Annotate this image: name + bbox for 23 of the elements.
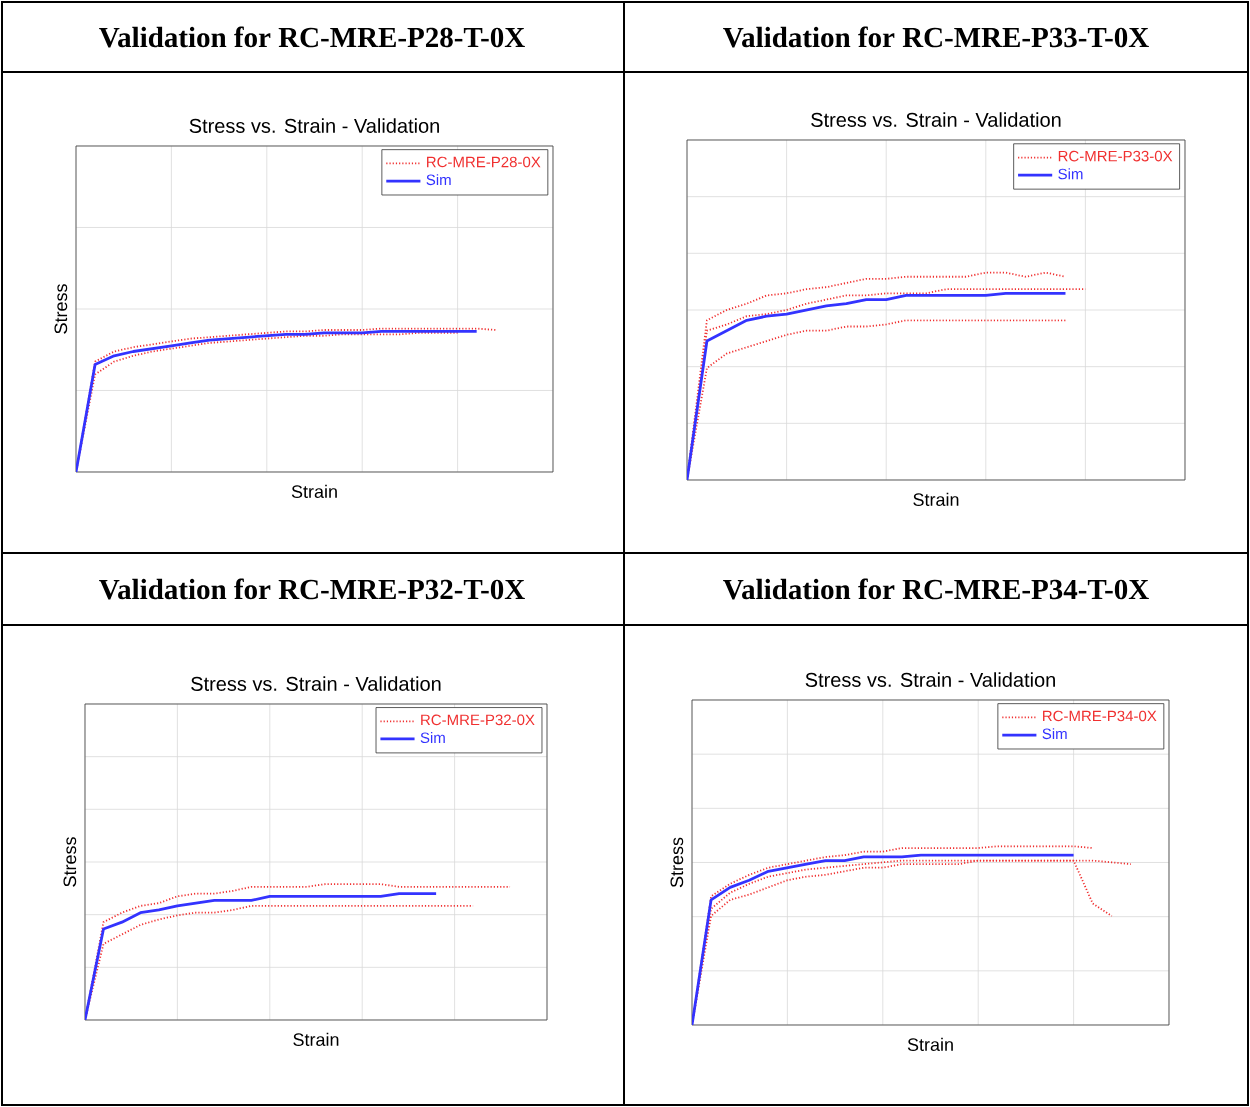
- legend-label: RC-MRE-P32-0X: [421, 714, 535, 726]
- x-axis-title: Strain: [293, 1032, 339, 1047]
- chart-subtitle: Stress vs. Strain - Validation: [805, 672, 1055, 687]
- x-axis-title: Strain: [907, 1037, 953, 1052]
- y-axis-title: Stress: [54, 284, 68, 334]
- legend-label: Sim: [420, 732, 445, 744]
- x-axis-title: Strain: [291, 484, 337, 499]
- legend-label: Sim: [426, 174, 451, 186]
- chart-title: Validation for RC-MRE-P28-T-0X: [99, 26, 525, 48]
- chart-subtitle: Stress vs. Strain - Validation: [811, 112, 1061, 127]
- chart-subtitle: Stress vs. Strain - Validation: [191, 676, 441, 691]
- chart-title: Validation for RC-MRE-P32-T-0X: [99, 578, 525, 600]
- legend-label: Sim: [1058, 168, 1083, 180]
- x-axis-title: Strain: [913, 492, 959, 507]
- legend-label: RC-MRE-P34-0X: [1043, 710, 1157, 722]
- legend-label: RC-MRE-P33-0X: [1058, 150, 1173, 162]
- legend-label: Sim: [1042, 728, 1067, 740]
- legend-label: RC-MRE-P28-0X: [427, 156, 541, 168]
- chart-subtitle: Stress vs. Strain - Validation: [189, 118, 439, 133]
- chart-title: Validation for RC-MRE-P34-T-0X: [723, 578, 1149, 600]
- y-axis-title: Stress: [63, 837, 77, 887]
- y-axis-title: Stress: [670, 837, 684, 888]
- chart-title: Validation for RC-MRE-P33-T-0X: [723, 26, 1149, 48]
